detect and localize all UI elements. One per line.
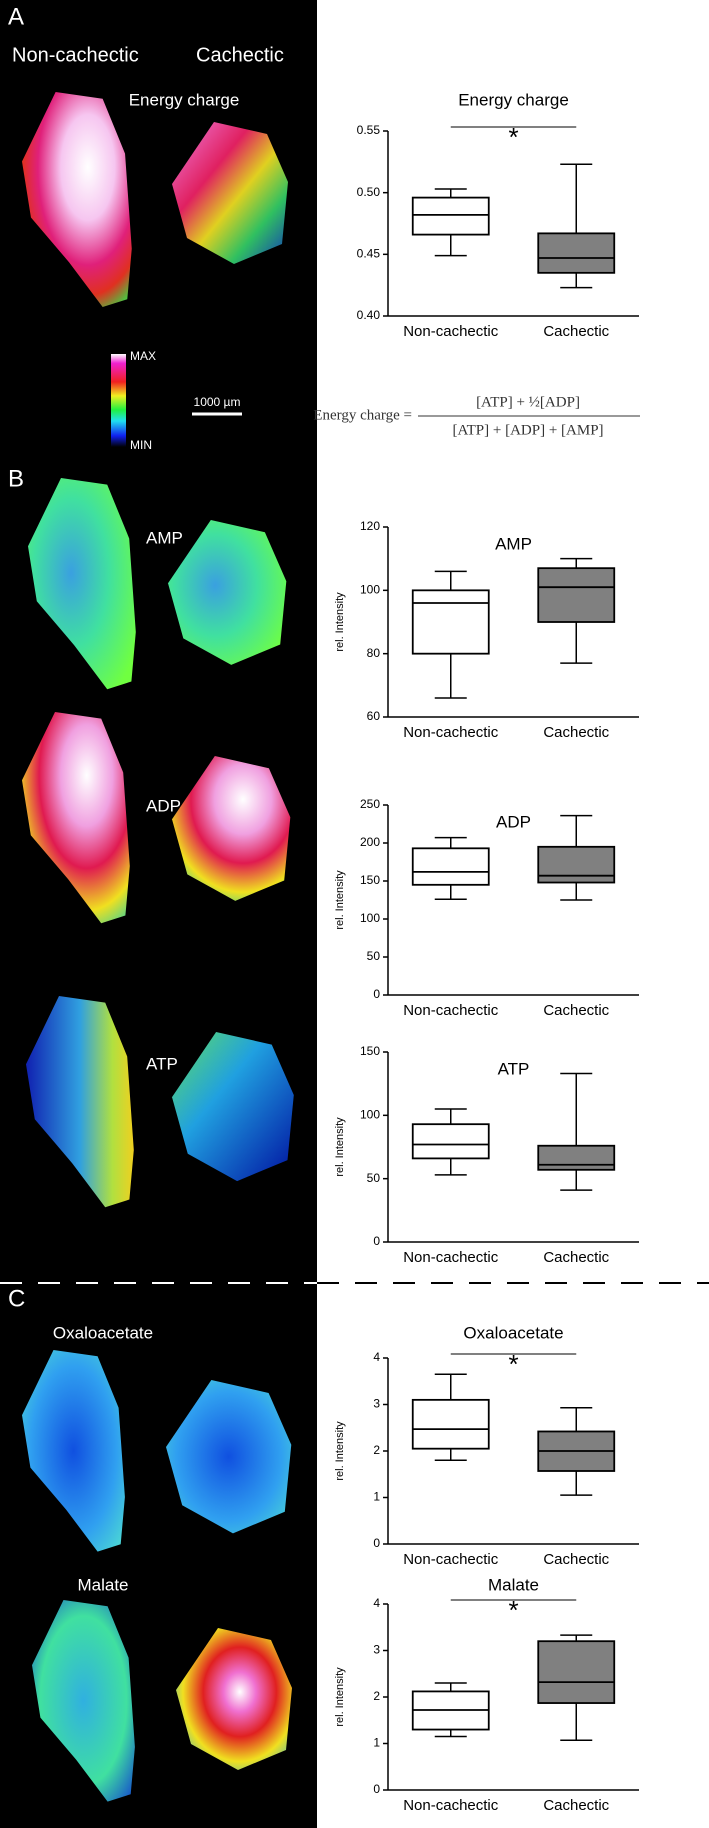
chart-title: Malate xyxy=(488,1575,539,1594)
formula-numerator: [ATP] + ½[ADP] xyxy=(476,394,580,410)
x-tick-label: Cachectic xyxy=(543,323,609,340)
box xyxy=(537,1640,616,1704)
y-tick-label: 0 xyxy=(373,1782,380,1796)
y-tick-label: 1 xyxy=(373,1490,380,1504)
box xyxy=(537,845,616,884)
y-tick-label: 0.55 xyxy=(357,123,381,137)
y-tick-label: 100 xyxy=(360,1108,380,1122)
significance-marker: * xyxy=(508,1349,518,1379)
y-tick-label: 0 xyxy=(373,1536,380,1550)
x-tick-label: Non-cachectic xyxy=(403,323,499,340)
y-tick-label: 200 xyxy=(360,835,380,849)
image-panel xyxy=(0,0,317,1828)
scale-label: 1000 µm xyxy=(194,395,241,409)
box xyxy=(537,232,616,274)
y-axis-label: rel. Intensity xyxy=(334,1667,346,1727)
x-tick-label: Cachectic xyxy=(543,1002,609,1019)
y-tick-label: 0 xyxy=(373,987,380,1001)
y-tick-label: 150 xyxy=(360,1044,380,1058)
formula-lhs: Energy charge = xyxy=(313,407,412,423)
x-tick-label: Cachectic xyxy=(543,724,609,741)
image-label: ADP xyxy=(146,796,181,815)
formula: Energy charge = [ATP] + ½[ADP] [ATP] + [… xyxy=(313,394,640,438)
y-tick-label: 0 xyxy=(373,1234,380,1248)
x-tick-label: Cachectic xyxy=(543,1249,609,1266)
y-axis-label: rel. Intensity xyxy=(334,870,346,930)
x-tick-label: Non-cachectic xyxy=(403,1797,499,1814)
chart-title: ADP xyxy=(496,812,531,831)
y-tick-label: 100 xyxy=(360,911,380,925)
y-tick-label: 0.40 xyxy=(357,308,381,322)
colorbar-label: MIN xyxy=(130,438,152,452)
y-tick-label: 1 xyxy=(373,1736,380,1750)
panel-letter: C xyxy=(8,1285,25,1312)
chart-title: Oxaloacetate xyxy=(463,1323,563,1342)
x-tick-label: Non-cachectic xyxy=(403,1002,499,1019)
y-tick-label: 2 xyxy=(373,1689,380,1703)
image-label: ATP xyxy=(146,1054,178,1073)
panel-letter: A xyxy=(8,3,24,30)
y-tick-label: 0.50 xyxy=(357,185,381,199)
panel-letter: B xyxy=(8,465,24,492)
y-tick-label: 50 xyxy=(367,949,381,963)
image-label: Malate xyxy=(77,1575,128,1594)
box xyxy=(411,589,490,655)
chart-title: ATP xyxy=(498,1059,530,1078)
y-tick-label: 2 xyxy=(373,1443,380,1457)
colorbar-label: MAX xyxy=(130,349,156,363)
y-tick-label: 60 xyxy=(367,709,381,723)
box xyxy=(537,567,616,623)
x-tick-label: Non-cachectic xyxy=(403,724,499,741)
group-label: Non-cachectic xyxy=(12,44,139,66)
y-tick-label: 80 xyxy=(367,646,381,660)
image-label: Energy charge xyxy=(129,90,240,109)
box xyxy=(411,1398,490,1450)
y-tick-label: 4 xyxy=(373,1596,380,1610)
y-tick-label: 100 xyxy=(360,583,380,597)
chart-title: Energy charge xyxy=(458,90,569,109)
y-tick-label: 250 xyxy=(360,797,380,811)
chart-title: AMP xyxy=(495,534,532,553)
x-tick-label: Non-cachectic xyxy=(403,1249,499,1266)
box xyxy=(411,847,490,886)
y-tick-label: 3 xyxy=(373,1643,380,1657)
image-label: AMP xyxy=(146,528,183,547)
formula-denominator: [ATP] + [ADP] + [AMP] xyxy=(452,422,603,438)
x-tick-label: Cachectic xyxy=(543,1797,609,1814)
y-axis-label: rel. Intensity xyxy=(334,1117,346,1177)
x-tick-label: Cachectic xyxy=(543,1551,609,1568)
box xyxy=(537,1144,616,1171)
box xyxy=(411,1123,490,1160)
y-tick-label: 120 xyxy=(360,519,380,533)
y-axis-label: rel. Intensity xyxy=(334,1421,346,1481)
box xyxy=(411,196,490,236)
y-tick-label: 0.45 xyxy=(357,247,381,261)
y-tick-label: 4 xyxy=(373,1350,380,1364)
colorbar xyxy=(111,354,126,447)
x-tick-label: Non-cachectic xyxy=(403,1551,499,1568)
y-tick-label: 3 xyxy=(373,1397,380,1411)
y-tick-label: 50 xyxy=(367,1171,381,1185)
y-axis-label: rel. Intensity xyxy=(334,592,346,652)
y-tick-label: 150 xyxy=(360,873,380,887)
group-label: Cachectic xyxy=(196,44,284,66)
significance-marker: * xyxy=(508,122,518,152)
image-label: Oxaloacetate xyxy=(53,1323,153,1342)
significance-marker: * xyxy=(508,1595,518,1625)
